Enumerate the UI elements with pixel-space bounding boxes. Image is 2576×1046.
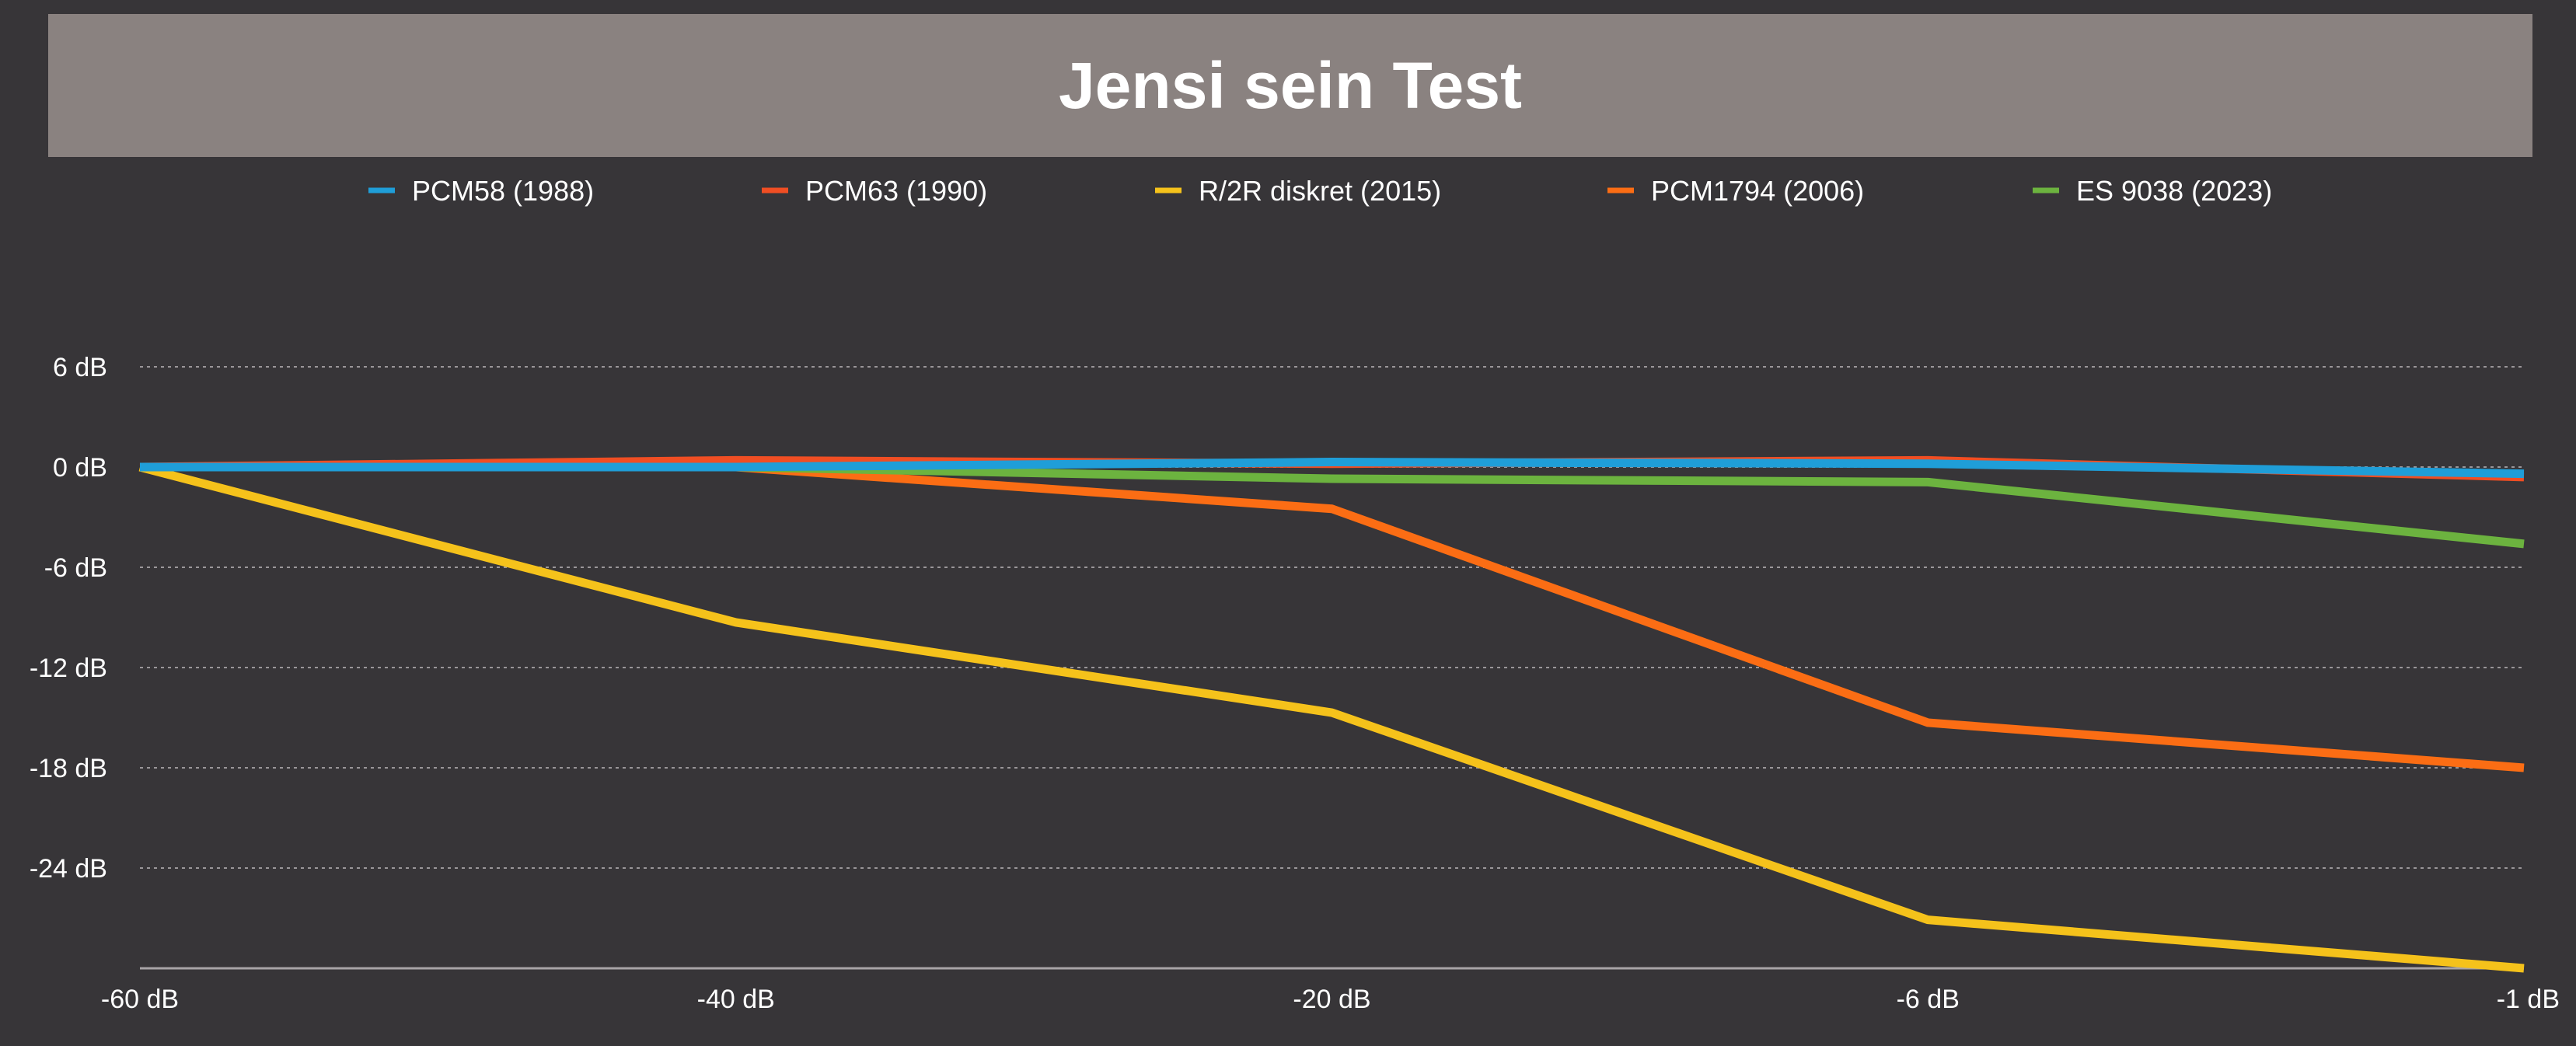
y-axis-ticks: 6 dB 0 dB -6 dB -12 dB -18 dB -24 dB xyxy=(30,353,107,884)
x-tick-label: -40 dB xyxy=(697,985,775,1014)
y-tick-label: -12 dB xyxy=(30,654,107,683)
legend: PCM58 (1988) PCM63 (1990) R/2R diskret (20… xyxy=(368,175,2272,207)
legend-label: PCM63 (1990) xyxy=(805,175,987,207)
legend-label: PCM58 (1988) xyxy=(412,175,594,207)
y-tick-label: -6 dB xyxy=(44,553,107,583)
legend-label: ES 9038 (2023) xyxy=(2076,175,2272,207)
series-line xyxy=(140,458,2525,479)
series-lines xyxy=(138,455,2525,973)
chart-title-bar: Jensi sein Test xyxy=(48,14,2532,157)
series-line xyxy=(138,462,2525,973)
x-tick-label: -60 dB xyxy=(101,985,179,1014)
legend-label: R/2R diskret (2015) xyxy=(1199,175,1441,207)
y-tick-label: 0 dB xyxy=(53,453,107,483)
x-tick-label: -1 dB xyxy=(2497,985,2560,1014)
x-tick-label: -20 dB xyxy=(1293,985,1370,1014)
x-axis-ticks: -60 dB -40 dB -20 dB -6 dB -1 dB xyxy=(101,985,2560,1014)
grid-lines xyxy=(140,366,2524,869)
series-line xyxy=(140,462,2525,772)
y-tick-label: 6 dB xyxy=(53,353,107,382)
x-tick-label: -6 dB xyxy=(1897,985,1960,1014)
chart-title: Jensi sein Test xyxy=(1058,48,1523,122)
y-tick-label: -24 dB xyxy=(30,854,107,884)
y-tick-label: -18 dB xyxy=(30,754,107,783)
legend-label: PCM1794 (2006) xyxy=(1651,175,1864,207)
